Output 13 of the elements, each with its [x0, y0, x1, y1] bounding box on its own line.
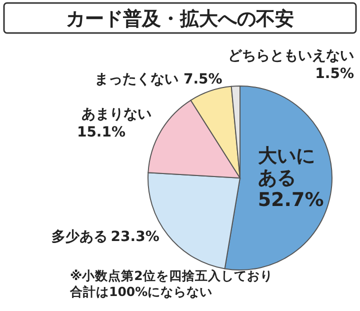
slice-label: まったくない — [94, 71, 178, 88]
chart-title: カード普及・拡大への不安 — [66, 8, 294, 30]
data-label: 23.3% — [110, 229, 160, 246]
data-label: 15.1% — [76, 124, 126, 140]
slice-label: どちらともいえない — [228, 48, 354, 64]
data-label: 7.5% — [183, 71, 222, 88]
text: ※小数点第2位を四捨五入しており — [70, 268, 273, 283]
text: 合計は100%にならない — [69, 284, 213, 299]
slice-label: 大いにある — [258, 144, 315, 189]
slice-label: 多少ある — [51, 229, 108, 246]
data-label: 1.5% — [315, 66, 354, 82]
data-label: 52.7% — [258, 188, 324, 211]
slice-label: あまりない — [82, 106, 152, 122]
